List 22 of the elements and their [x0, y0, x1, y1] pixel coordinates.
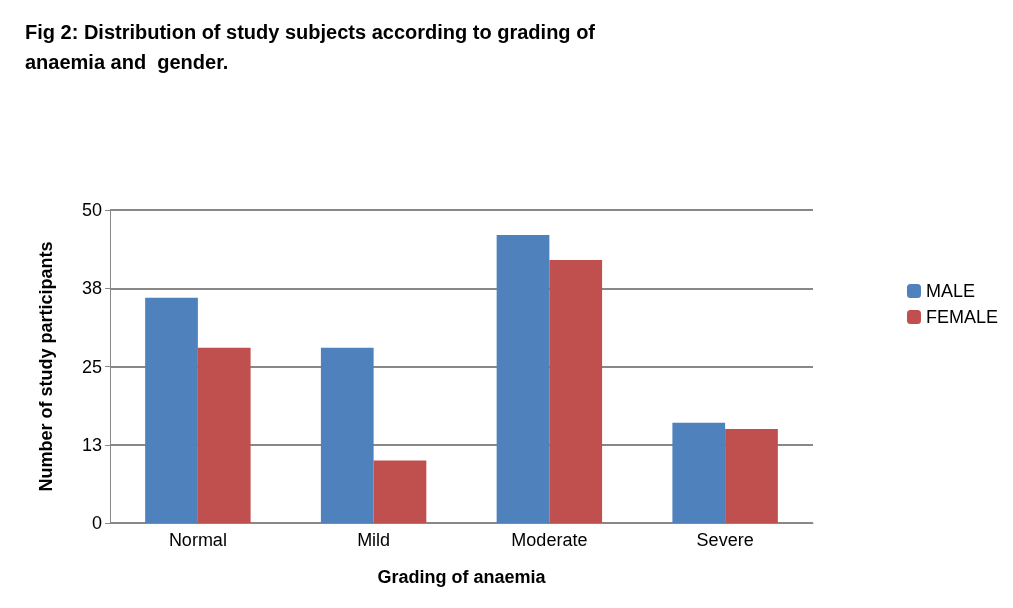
x-tick-label: Mild — [357, 530, 391, 550]
y-tick-label: 38 — [81, 278, 102, 299]
chart-title: Fig 2: Distribution of study subjects according to grading of anaemia and gender. — [25, 21, 596, 73]
bar — [320, 347, 374, 523]
y-tick-label: 0 — [91, 513, 102, 533]
y-tick-label: 13 — [81, 434, 102, 455]
y-tick-label: 50 — [81, 200, 102, 220]
bar — [725, 429, 778, 523]
bar — [672, 422, 726, 523]
bar — [197, 347, 251, 523]
bar — [549, 260, 603, 523]
legend-label: FEMALE — [925, 307, 999, 327]
bar — [496, 235, 550, 523]
bar — [145, 297, 198, 523]
x-tick-label: Severe — [696, 530, 754, 550]
legend-label: MALE — [925, 281, 976, 301]
y-tick-label: 25 — [81, 356, 102, 377]
x-tick-label: Normal — [168, 530, 227, 550]
y-axis-title: Number of study participants — [36, 241, 56, 492]
bar — [373, 460, 427, 523]
x-axis-title: Grading of anaemia — [377, 567, 547, 587]
x-tick-label: Moderate — [511, 530, 588, 550]
